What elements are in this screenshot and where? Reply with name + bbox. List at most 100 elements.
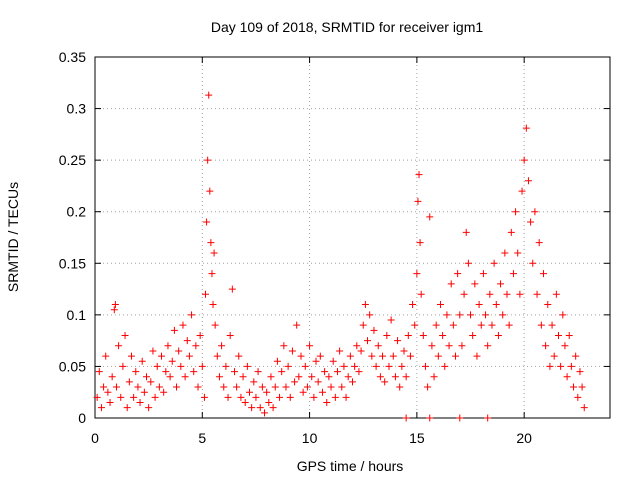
data-point [449,321,457,329]
data-point [175,347,183,355]
data-point [561,342,569,350]
data-point [136,399,144,407]
data-points [93,91,588,422]
data-point [452,352,459,360]
data-point [342,393,350,401]
data-point [357,347,365,355]
data-point [115,342,123,350]
data-point [548,321,556,329]
data-point [295,373,303,381]
data-point [276,393,284,401]
data-point [204,156,212,164]
data-point [406,352,414,360]
data-point [164,342,172,350]
data-point [535,239,543,247]
data-point [415,171,423,179]
data-point [173,383,181,391]
data-point [471,280,479,288]
data-point [220,383,228,391]
data-point [117,393,125,401]
data-point [552,290,560,298]
data-point [490,259,498,267]
x-tick-label: 15 [409,430,425,446]
data-point [419,331,427,339]
data-point [454,270,462,278]
data-point [565,331,573,339]
data-point [505,321,513,329]
data-point [211,321,219,329]
data-point [267,373,275,381]
data-point [228,285,236,293]
data-point [576,368,584,376]
y-axis-label: SRMTID / TECUs [5,182,21,292]
plot-frame [94,56,611,419]
data-point [479,270,487,278]
data-point [533,290,541,298]
data-point [222,362,230,370]
data-point [516,290,524,298]
data-point [132,368,140,376]
data-point [206,187,214,195]
data-point [323,399,331,407]
data-point [265,399,273,407]
data-point [537,321,545,329]
data-point [160,388,168,396]
data-point [509,270,517,278]
data-point [445,342,453,350]
data-point [138,357,146,365]
data-point [145,404,153,412]
data-point [507,228,515,236]
data-point [501,249,509,257]
data-point [462,228,470,236]
data-point [110,306,118,314]
data-point [205,91,213,99]
data-point [333,368,341,376]
data-point [486,290,494,298]
data-point [409,301,417,309]
data-point [366,311,374,319]
data-point [263,388,271,396]
data-point [372,362,380,370]
data-point [250,378,258,386]
data-point [567,362,575,370]
data-point [208,270,216,278]
x-tick-label: 10 [302,430,318,446]
data-point [398,362,406,370]
data-point [198,362,206,370]
data-point [529,259,537,267]
data-point [280,342,288,350]
data-point [269,404,277,412]
data-point [475,301,483,309]
data-point [312,357,320,365]
data-point [177,362,185,370]
data-point [301,362,309,370]
data-point [417,290,425,298]
data-point [112,383,120,391]
data-point [349,378,356,386]
data-point [464,259,472,267]
data-point [494,331,502,339]
data-point [336,347,344,355]
data-point [127,352,135,360]
data-point [125,378,133,386]
data-point [447,280,455,288]
data-point [321,368,329,376]
data-point [414,197,422,205]
data-point [443,311,451,319]
data-point [215,373,223,381]
data-point [570,383,578,391]
x-tick-label: 5 [198,430,206,446]
data-point [151,393,159,401]
data-point [252,393,260,401]
data-point [370,326,378,334]
data-point [546,362,554,370]
data-point [374,342,382,350]
data-point [359,321,367,329]
y-tick-label: 0.15 [59,255,86,271]
data-point [297,352,305,360]
data-point [233,383,241,391]
data-point [224,393,232,401]
data-point [282,383,290,391]
data-point [404,331,412,339]
